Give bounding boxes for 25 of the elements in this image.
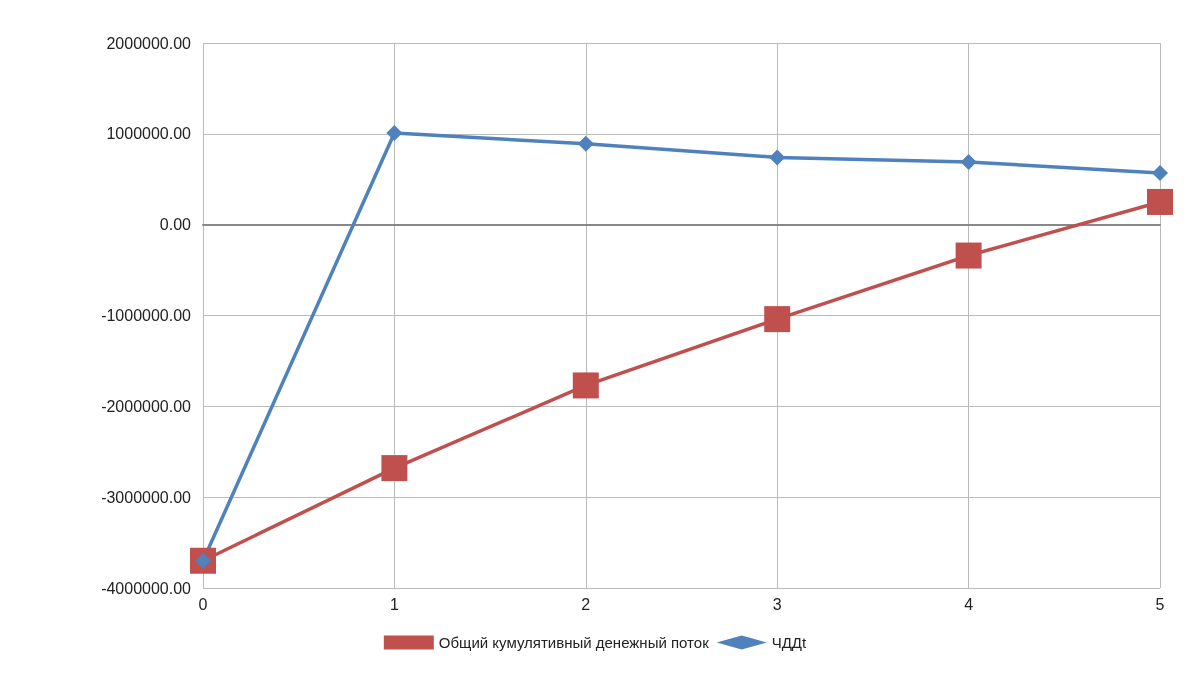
point (955, 242, 982, 269)
legend-label: Общий кумулятивный денежный поток (438, 634, 710, 651)
x-tick-label: 4 (964, 595, 974, 613)
point (769, 149, 786, 166)
y-tick-label: -2000000.00 (101, 397, 192, 415)
y-tick-label: -1000000.00 (101, 307, 192, 324)
x-tick-label: 2 (581, 595, 591, 613)
y-tick-label: 2000000.00 (106, 34, 192, 52)
point (960, 153, 977, 170)
point (1152, 164, 1168, 181)
x-tick-label: 5 (1155, 595, 1165, 613)
point (1147, 188, 1173, 215)
point (577, 135, 594, 152)
point (386, 124, 403, 141)
point (572, 372, 599, 399)
y-tick-label: 1000000.00 (106, 125, 192, 143)
x-tick-label: 1 (389, 595, 399, 613)
x-tick-label: 3 (772, 595, 782, 613)
point (381, 455, 408, 482)
legend-label: ЧДДt (771, 634, 808, 651)
x-tick-label: 0 (198, 595, 208, 613)
y-tick-label: 0.00 (159, 216, 192, 234)
y-tick-label: -3000000.00 (101, 488, 192, 506)
y-tick-label: -4000000.00 (101, 579, 192, 597)
point (764, 306, 791, 333)
